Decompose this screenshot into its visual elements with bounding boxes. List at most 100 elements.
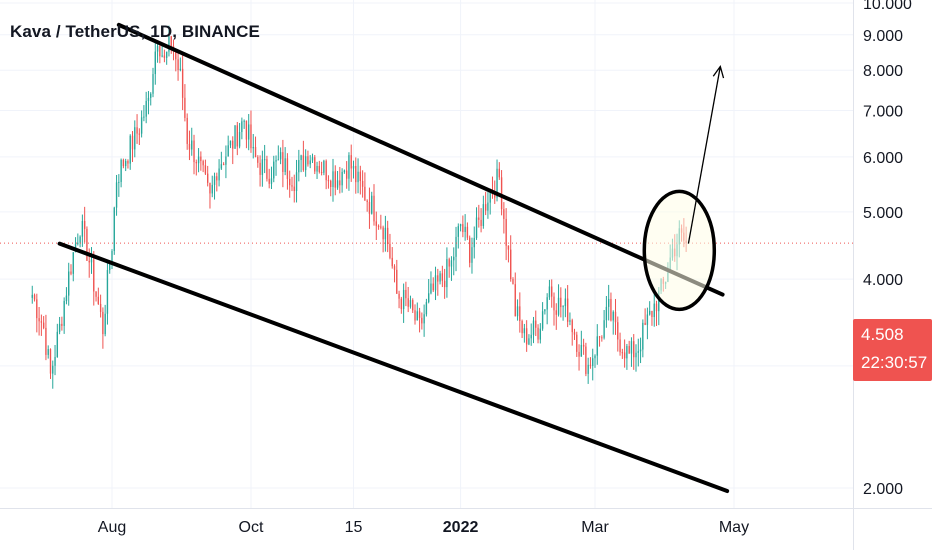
candle-body (277, 159, 279, 161)
candle-body (159, 46, 161, 57)
time-tick-label: May (719, 519, 749, 536)
candle-body (510, 249, 512, 280)
candle-body (118, 181, 120, 183)
candle-body (152, 74, 154, 94)
candle-body (457, 226, 459, 237)
candle-body (47, 349, 49, 355)
candle-body (371, 195, 373, 214)
candle-body (195, 162, 197, 164)
candle-body (330, 180, 332, 187)
candle-body (412, 300, 414, 311)
price-tick-label: 4.000 (863, 272, 903, 289)
candle-body (541, 311, 544, 329)
candle-body (623, 352, 626, 359)
candle-body (229, 140, 232, 146)
candle-body (514, 284, 516, 317)
candle-body (323, 160, 325, 173)
candle-body (266, 159, 268, 179)
candle-body (97, 296, 100, 304)
candle-body (131, 135, 134, 150)
candle-body (651, 310, 653, 317)
candle-body (161, 55, 163, 57)
candle-body (250, 124, 252, 149)
candle-body (175, 51, 177, 60)
candle-body (304, 156, 307, 171)
candle-body (291, 185, 293, 187)
price-tick-label: 2.000 (863, 481, 903, 498)
candle-body (147, 97, 150, 101)
candle-body (496, 168, 498, 198)
candle-body (548, 286, 551, 298)
candle-body (275, 160, 277, 162)
candle-body (576, 334, 578, 352)
candle-body (455, 236, 457, 257)
candle-body (54, 357, 56, 366)
candle-body (163, 55, 166, 58)
candle-body (150, 93, 152, 98)
candle-body (596, 336, 598, 356)
candle-body (320, 171, 323, 173)
candle-body (95, 291, 97, 297)
candle-body (612, 311, 614, 321)
candle-body (607, 298, 610, 307)
candle-body (407, 298, 409, 307)
candle-body (368, 201, 371, 214)
candle-body (295, 172, 298, 192)
candle-body (300, 155, 302, 161)
candle-body (236, 125, 238, 147)
candle-body (140, 117, 143, 134)
candle-body (36, 299, 38, 319)
candle-body (177, 59, 179, 71)
candle-body (462, 224, 464, 233)
candle-body (263, 159, 266, 161)
candle-body (115, 182, 118, 208)
candle-body (86, 228, 88, 261)
candle-body (350, 155, 352, 169)
candle-body (503, 209, 505, 219)
candle-body (70, 271, 72, 274)
time-tick-label: 15 (345, 519, 363, 536)
candle-body (77, 242, 79, 244)
candle-body (218, 168, 220, 181)
candle-body (257, 157, 259, 163)
candle-body (72, 252, 74, 274)
candle-body (484, 204, 487, 211)
candle-body (134, 127, 136, 150)
price-tick-label: 9.000 (863, 28, 903, 45)
candle-body (482, 204, 485, 226)
candle-body (555, 310, 557, 315)
candle-body (99, 303, 102, 312)
candle-body (33, 294, 36, 300)
candle-body (186, 117, 188, 144)
candle-body (423, 314, 425, 324)
candle-body (384, 227, 387, 240)
candle-body (61, 323, 63, 326)
candle-body (341, 171, 343, 186)
candle-body (439, 273, 441, 282)
candle-body (352, 165, 355, 169)
candle-body (598, 336, 601, 338)
candle-body (65, 295, 68, 302)
candle-body (386, 227, 389, 244)
candle-body (220, 164, 223, 169)
candle-body (646, 314, 649, 325)
candle-body (200, 156, 202, 162)
candle-body (487, 202, 489, 211)
candle-body (446, 259, 448, 288)
candle-body (389, 243, 391, 258)
candle-body (377, 225, 380, 227)
candle-body (90, 259, 93, 263)
candle-body (414, 310, 416, 321)
candle-body (594, 355, 596, 359)
candle-body (475, 217, 478, 238)
candle-body (535, 320, 537, 328)
candle-body (605, 306, 608, 321)
symbol-title: Kava / TetherUS, 1D, BINANCE (10, 22, 260, 41)
candle-body (327, 180, 330, 182)
candle-body (45, 327, 47, 355)
candle-body (225, 156, 227, 165)
candle-body (428, 293, 430, 303)
candle-body (316, 165, 318, 172)
